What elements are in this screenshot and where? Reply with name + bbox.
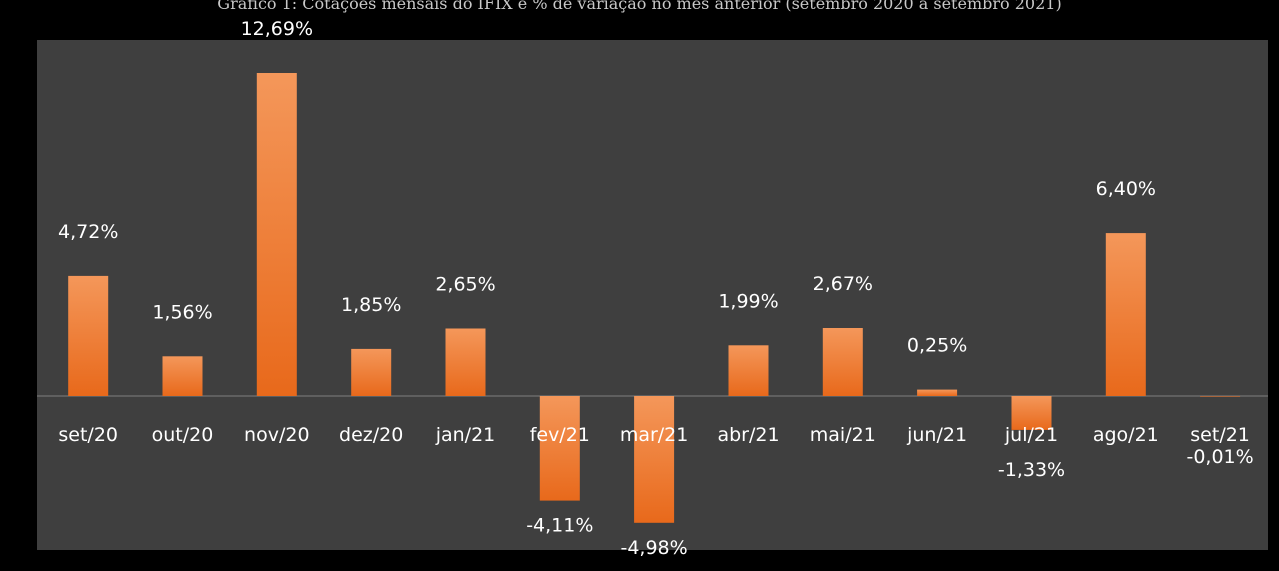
bar-jan-21 [445, 328, 486, 396]
chart-caption: Gráfico 1: Cotações mensais do IFIX e % … [217, 0, 1062, 13]
data-label: 0,25% [907, 335, 967, 357]
data-label: -4,11% [526, 515, 593, 537]
category-label: jul/21 [1004, 424, 1058, 446]
category-label: ago/21 [1093, 424, 1159, 446]
category-label: out/20 [152, 424, 214, 446]
category-label: dez/20 [339, 424, 403, 446]
data-label: -4,98% [620, 537, 687, 559]
data-label: -1,33% [998, 459, 1065, 481]
category-label: jan/21 [435, 424, 496, 446]
data-label: 1,85% [341, 294, 401, 316]
data-label: 1,56% [152, 301, 212, 323]
category-label: nov/20 [244, 424, 310, 446]
category-label: mai/21 [810, 424, 876, 446]
category-label: mar/21 [620, 424, 689, 446]
bar-dez-20 [351, 348, 392, 396]
data-label: 4,72% [58, 221, 118, 243]
bar-jun-21 [917, 389, 958, 396]
category-label: fev/21 [530, 424, 590, 446]
bar-abr-21 [728, 345, 769, 396]
data-label: 6,40% [1096, 178, 1156, 200]
bar-mar-21 [634, 396, 675, 523]
data-label: 2,67% [813, 273, 873, 295]
category-label: jun/21 [906, 424, 967, 446]
category-label: set/21 [1190, 424, 1250, 446]
data-label: 1,99% [718, 290, 778, 312]
category-label: set/20 [58, 424, 118, 446]
bar-set-20 [68, 275, 109, 396]
category-label: abr/21 [717, 424, 779, 446]
bar-fev-21 [539, 396, 580, 501]
bar-ago-21 [1105, 233, 1146, 396]
data-label: 12,69% [241, 18, 313, 40]
bar-out-20 [162, 356, 203, 396]
bar-set-21 [1200, 396, 1241, 397]
data-label: 2,65% [435, 274, 495, 296]
bar-nov-20 [256, 73, 297, 396]
data-label: -0,01% [1186, 446, 1253, 468]
bar-mai-21 [822, 328, 863, 396]
bar-jul-21 [1011, 396, 1052, 430]
